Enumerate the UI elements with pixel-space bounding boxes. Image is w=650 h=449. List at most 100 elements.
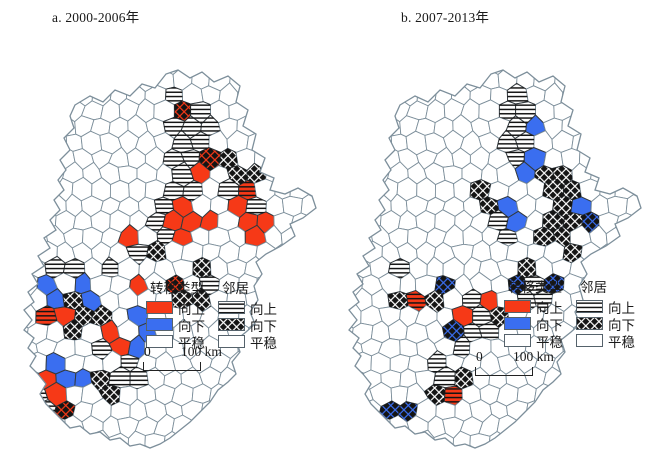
county-cell	[615, 212, 637, 235]
map-canvas-a	[23, 69, 317, 449]
county-pattern-overlay	[163, 117, 185, 139]
county-pattern-overlay	[533, 290, 553, 313]
map-canvas-b	[348, 69, 642, 449]
county-pattern-overlay	[524, 275, 545, 296]
legend-title-transfer: 转移类型	[508, 280, 562, 295]
county-pattern-overlay	[534, 165, 555, 184]
county-pattern-overlay	[190, 101, 211, 124]
county-pattern-overlay	[462, 289, 482, 310]
county-cell	[600, 243, 620, 263]
county-pattern-overlay	[506, 115, 527, 139]
county-pattern-overlay	[508, 274, 527, 295]
county-pattern-overlay	[199, 275, 220, 296]
county-pattern-overlay	[497, 228, 518, 247]
scale-bar-labels: 0 100 km	[476, 349, 554, 364]
county-pattern-overlay	[453, 334, 470, 359]
county-pattern-overlay	[563, 243, 583, 263]
county-pattern-overlay	[463, 322, 483, 343]
county-pattern-overlay	[424, 384, 446, 406]
county-pattern-overlay	[478, 321, 499, 341]
county-pattern-overlay	[517, 257, 536, 278]
legend-title-neighbor: 邻居	[222, 281, 249, 296]
county-pattern-overlay	[101, 256, 119, 278]
scale-bar-labels: 0 100 km	[144, 344, 222, 359]
county-pattern-overlay	[543, 273, 565, 294]
county-pattern-overlay	[455, 366, 474, 389]
county-pattern-overlay	[63, 319, 83, 341]
county-pattern-overlay	[406, 290, 427, 312]
county-pattern-overlay	[99, 384, 121, 406]
legend-swatch-crosshatch-icon	[218, 318, 245, 331]
legend-swatch-stable-icon	[504, 334, 531, 347]
legend-swatch-neighbor-stable-icon	[218, 335, 245, 348]
county-pattern-overlay	[515, 101, 536, 124]
legend-item-transfer-stable: 平稳	[504, 332, 563, 350]
legend-transfer-column: 转移类型 向上 向下 平稳	[504, 276, 563, 350]
county-pattern-overlay	[90, 370, 111, 392]
panel-title-b: b. 2007-2013年	[401, 10, 490, 25]
county-pattern-overlay	[163, 181, 184, 201]
legend-item-transfer-down: 向下	[504, 315, 563, 333]
county-pattern-overlay	[63, 258, 85, 279]
county-pattern-overlay	[62, 291, 84, 310]
county-pattern-overlay	[563, 212, 583, 232]
county-pattern-overlay	[199, 147, 222, 171]
legend-neighbor-column: 邻居 向上 向下 平稳	[218, 277, 277, 351]
region-outline	[23, 69, 317, 449]
legend-item-neighbor-down: 向下	[218, 316, 277, 334]
county-pattern-overlay	[157, 226, 176, 246]
county-cell	[35, 209, 57, 232]
legend-swatch-down-icon	[146, 318, 173, 331]
county-pattern-overlay	[74, 305, 95, 327]
county-pattern-overlay	[499, 101, 516, 122]
legend-title-transfer: 转移类型	[150, 281, 204, 296]
legend-item-transfer-stable: 平稳	[146, 333, 205, 351]
county-pattern-overlay	[551, 165, 573, 186]
county-pattern-overlay	[181, 115, 202, 139]
county-pattern-overlay	[470, 179, 491, 200]
legend-swatch-neighbor-stable-icon	[576, 334, 603, 347]
county-pattern-overlay	[146, 240, 167, 262]
legend-swatch-stable-icon	[146, 335, 173, 348]
legend-item-transfer-down: 向下	[146, 316, 205, 334]
county-pattern-overlay	[200, 115, 221, 136]
county-pattern-overlay	[387, 291, 409, 310]
county-pattern-overlay	[388, 258, 410, 279]
county-pattern-overlay	[163, 148, 185, 170]
legend-title-neighbor: 邻居	[580, 280, 607, 295]
county-pattern-overlay	[552, 226, 571, 248]
legend-a: 转移类型 向上 向下 平稳 邻居 向上	[146, 277, 277, 351]
county-pattern-overlay	[130, 366, 149, 389]
county-pattern-overlay	[174, 101, 191, 122]
county-cell	[290, 212, 312, 235]
scale-bar-bracket	[475, 367, 533, 376]
county-pattern-overlay	[552, 195, 573, 218]
county-pattern-overlay	[181, 149, 200, 169]
county-cell	[275, 243, 295, 263]
county-pattern-overlay	[126, 244, 149, 266]
map-panel-b: b. 2007-2013年 转移类型 向上 向下 平稳 邻居	[325, 0, 650, 449]
legend-neighbor-column: 邻居 向上 向下 平稳	[576, 276, 635, 350]
county-pattern-overlay	[145, 212, 166, 234]
county-cell	[24, 320, 29, 345]
county-pattern-overlay	[487, 209, 509, 231]
county-pattern-overlay	[91, 338, 113, 360]
scale-bar-b: 0 100 km	[472, 349, 572, 376]
legend-item-transfer-up: 向上	[504, 298, 563, 316]
county-pattern-overlay	[489, 306, 509, 328]
county-pattern-overlay	[166, 275, 185, 294]
legend-swatch-hlines-icon	[218, 301, 245, 314]
county-pattern-overlay	[226, 165, 248, 186]
legend-item-neighbor-up: 向上	[218, 299, 277, 317]
county-pattern-overlay	[506, 149, 525, 169]
county-pattern-overlay	[563, 180, 582, 200]
county-pattern-overlay	[515, 131, 535, 153]
legend-item-neighbor-stable: 平稳	[576, 332, 635, 350]
county-pattern-overlay	[444, 386, 463, 406]
legend-swatch-up-icon	[146, 301, 173, 314]
legend-swatch-crosshatch-icon	[576, 317, 603, 330]
county-pattern-overlay	[154, 197, 174, 215]
county-cell	[352, 351, 372, 374]
county-pattern-overlay	[190, 131, 210, 153]
scale-bar-a: 0 100 km	[140, 344, 240, 371]
